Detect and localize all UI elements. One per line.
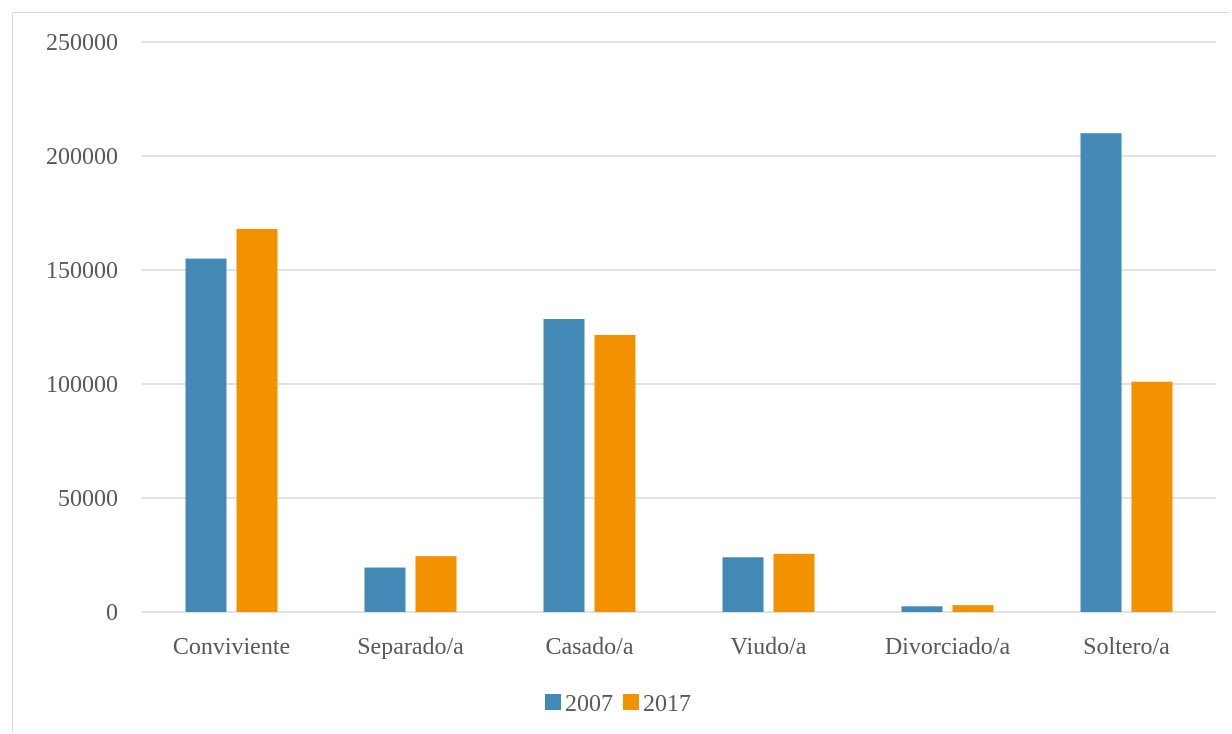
legend-label: 2007 — [565, 691, 613, 717]
legend-swatch-2017 — [623, 694, 639, 710]
legend-label: 2017 — [643, 691, 691, 717]
bar-2017-4 — [952, 605, 994, 612]
y-tick-label: 150000 — [46, 258, 118, 284]
y-axis-ticks: 0 50000 100000 150000 200000 250000 — [46, 30, 118, 626]
bar-2017-3 — [773, 553, 815, 612]
x-axis-categories: Conviviente Separado/a Casado/a Viudo/a Divo… — [173, 634, 1170, 660]
bar-2017-1 — [415, 556, 457, 612]
bar-2007-2 — [543, 319, 585, 612]
gridlines — [142, 41, 1216, 613]
x-category-label: Viudo/a — [731, 634, 807, 660]
bar-2017-2 — [594, 334, 636, 612]
bar-2007-5 — [1080, 133, 1122, 612]
bars — [185, 133, 1173, 612]
legend: 2007 2017 — [545, 691, 691, 717]
bar-2007-4 — [901, 606, 943, 612]
y-tick-label: 100000 — [46, 372, 118, 398]
bar-2007-3 — [722, 557, 764, 612]
x-category-label: Divorciado/a — [885, 634, 1011, 660]
x-category-label: Separado/a — [357, 634, 464, 660]
y-tick-label: 50000 — [58, 486, 118, 512]
x-category-label: Casado/a — [546, 634, 634, 660]
x-category-label: Soltero/a — [1083, 634, 1170, 660]
y-tick-label: 0 — [106, 600, 118, 626]
chart-frame — [12, 12, 1230, 732]
y-tick-label: 250000 — [46, 30, 118, 56]
bar-2007-1 — [364, 567, 406, 612]
bar-2017-5 — [1131, 381, 1173, 612]
x-category-label: Conviviente — [173, 634, 290, 660]
bar-2007-0 — [185, 258, 227, 612]
y-tick-label: 200000 — [46, 144, 118, 170]
bar-2017-0 — [236, 228, 278, 612]
legend-swatch-2007 — [545, 694, 561, 710]
